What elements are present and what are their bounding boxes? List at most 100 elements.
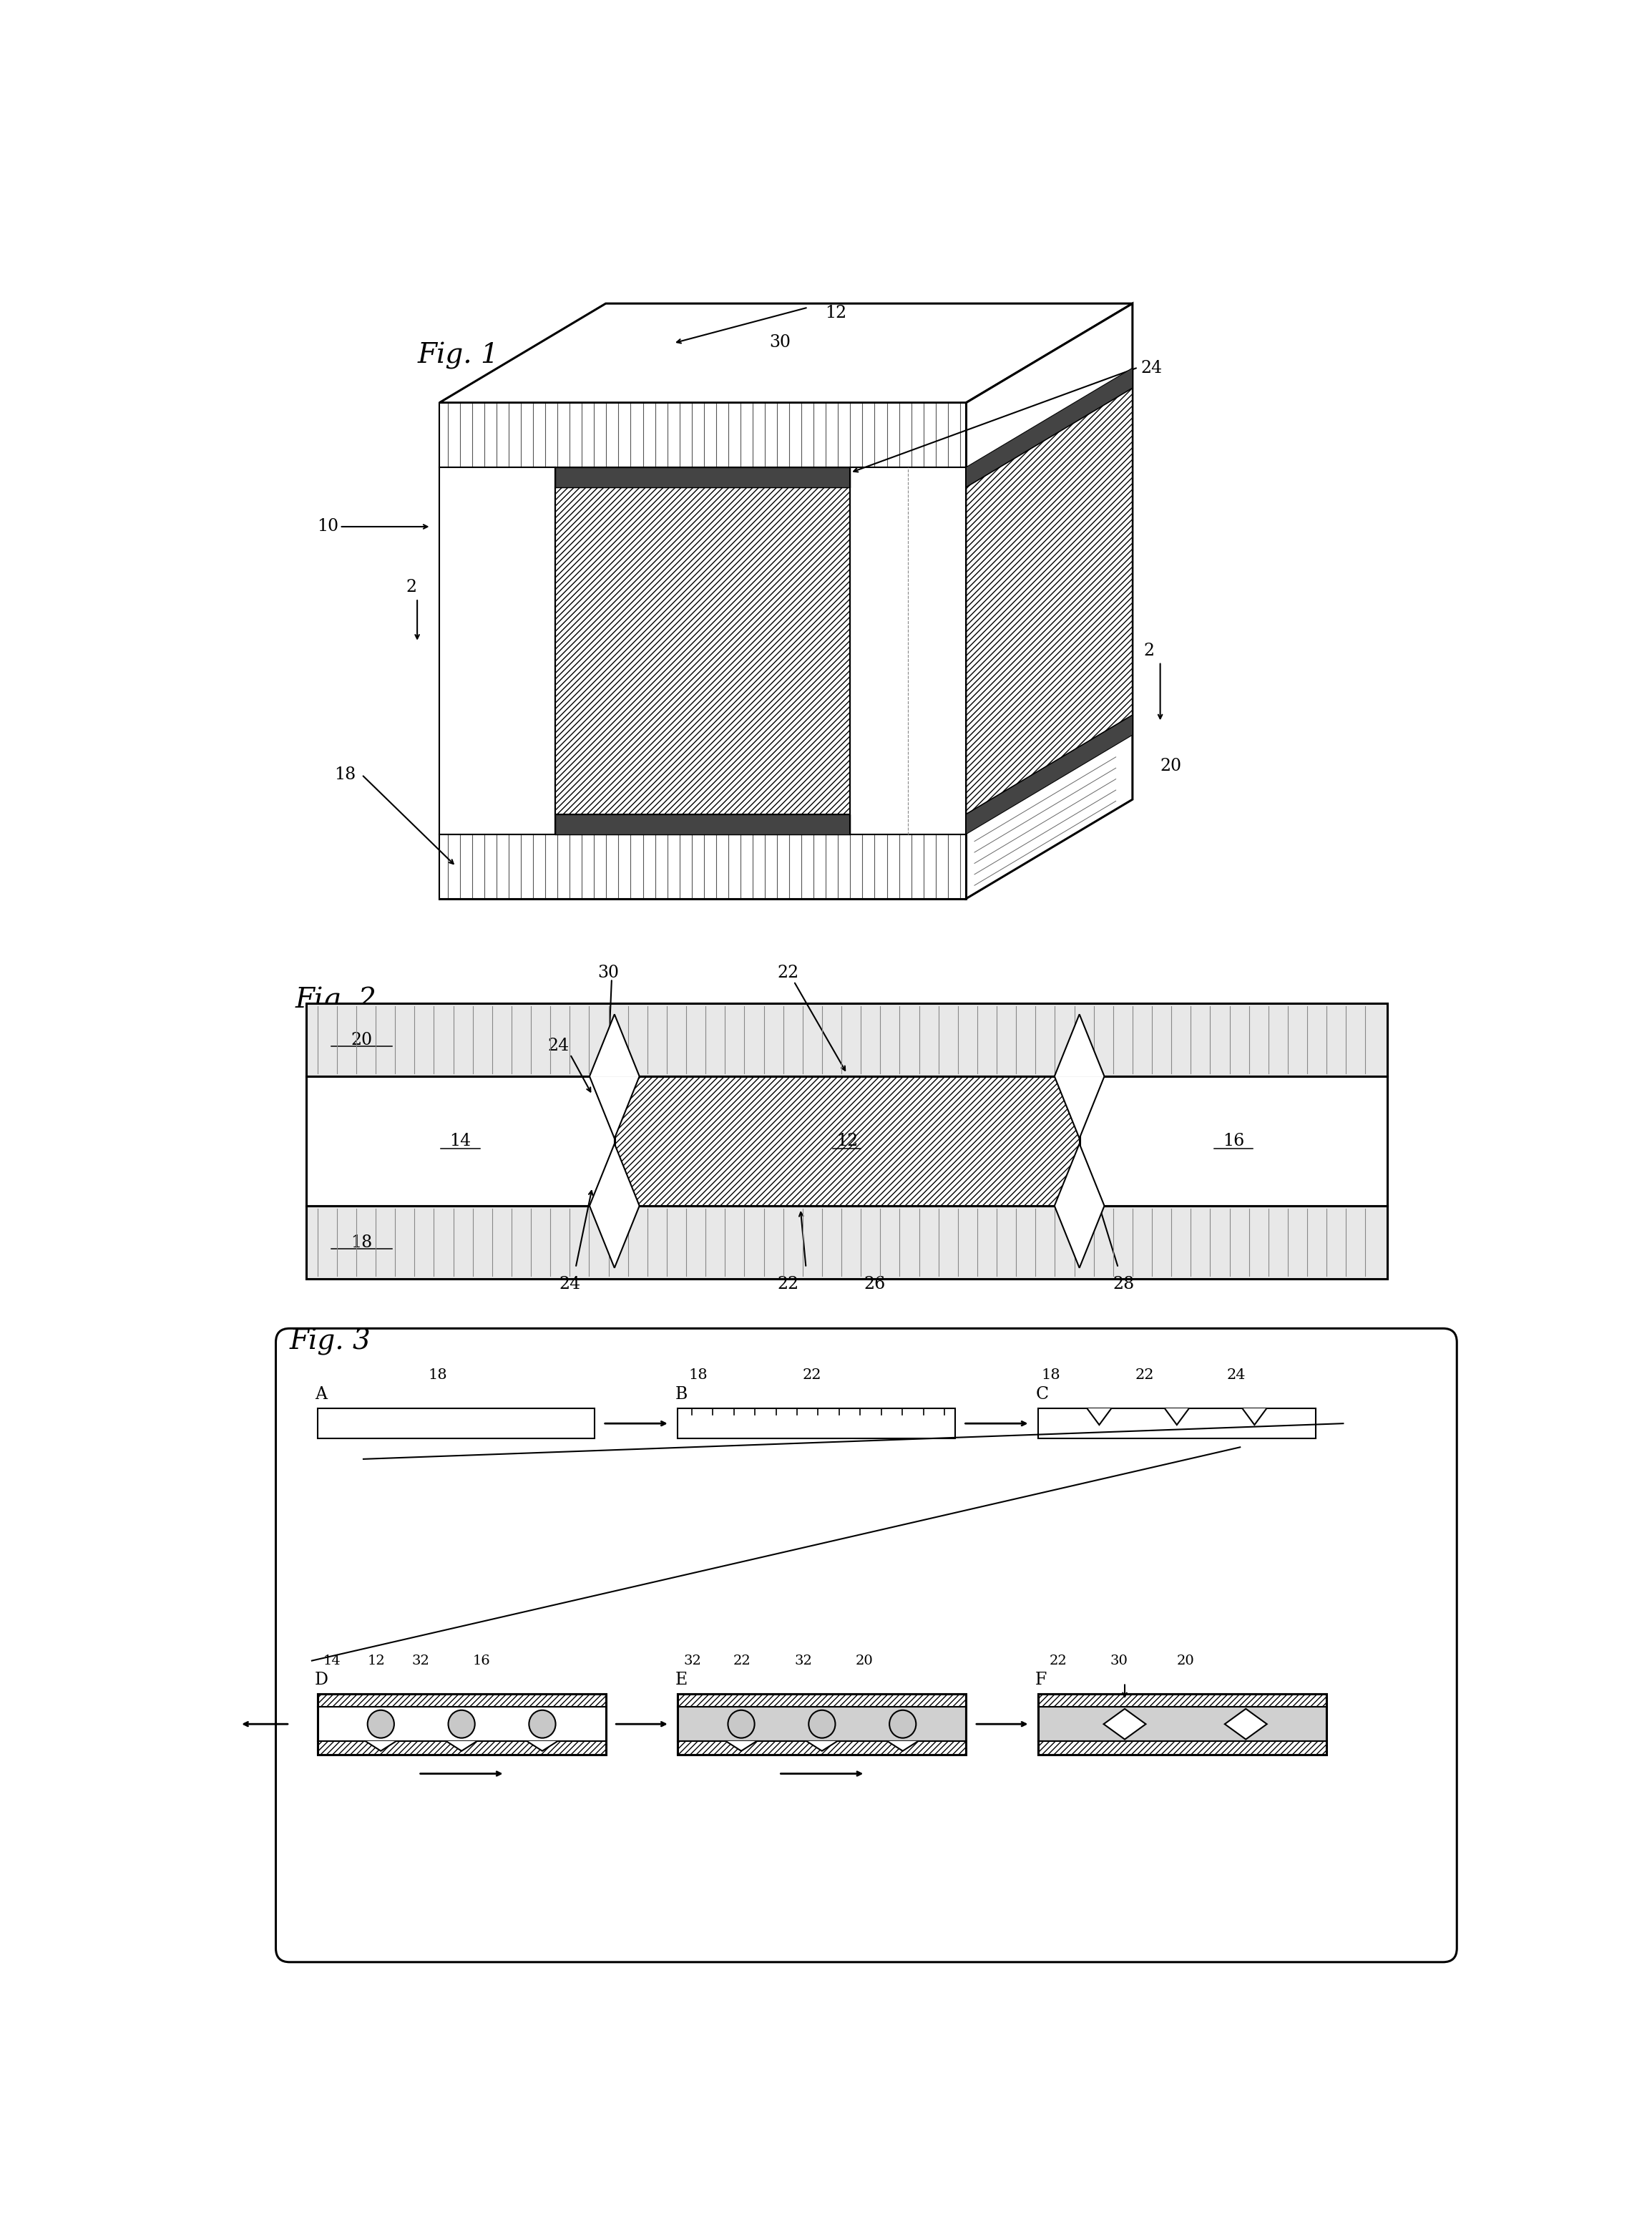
Text: 22: 22 <box>776 1277 800 1293</box>
Bar <box>677 1694 966 1754</box>
Polygon shape <box>439 304 1133 403</box>
Bar <box>317 1408 595 1439</box>
Text: 32: 32 <box>795 1654 813 1667</box>
Text: A: A <box>314 1386 327 1403</box>
Text: 18: 18 <box>335 767 357 783</box>
Text: 14: 14 <box>456 503 477 519</box>
Bar <box>317 1740 606 1754</box>
Bar <box>1037 1408 1315 1439</box>
Bar <box>851 468 966 834</box>
Polygon shape <box>590 1075 639 1137</box>
Polygon shape <box>1087 1408 1112 1426</box>
Text: 18: 18 <box>350 1235 373 1250</box>
Text: 10: 10 <box>317 519 339 534</box>
Bar <box>1037 1707 1327 1740</box>
Text: 18: 18 <box>1041 1368 1061 1381</box>
Text: 18: 18 <box>689 1368 709 1381</box>
Bar <box>1037 1740 1327 1754</box>
Text: 18: 18 <box>428 1368 448 1381</box>
Bar <box>677 1694 966 1707</box>
Text: 12: 12 <box>367 1654 385 1667</box>
Text: 28: 28 <box>1113 1277 1135 1293</box>
Bar <box>1037 1694 1327 1754</box>
Polygon shape <box>1054 1075 1104 1137</box>
Text: D: D <box>314 1672 329 1687</box>
Polygon shape <box>1054 1144 1104 1206</box>
Bar <box>306 1206 1388 1279</box>
Polygon shape <box>446 1740 477 1751</box>
Text: 26: 26 <box>864 1277 885 1293</box>
Text: 22: 22 <box>733 1654 752 1667</box>
Bar <box>555 468 851 488</box>
Text: 20: 20 <box>1160 758 1181 774</box>
Ellipse shape <box>529 1709 555 1738</box>
Text: E: E <box>676 1672 687 1687</box>
Text: Fig. 3: Fig. 3 <box>289 1328 372 1355</box>
Text: 12: 12 <box>824 304 846 321</box>
Bar <box>439 468 555 834</box>
Bar <box>677 1408 955 1439</box>
Text: 20: 20 <box>1176 1654 1194 1667</box>
Bar <box>317 1694 606 1707</box>
Text: 2: 2 <box>406 579 416 596</box>
Bar <box>1079 1075 1388 1206</box>
Text: 24: 24 <box>1227 1368 1246 1381</box>
Text: 30: 30 <box>598 964 620 982</box>
Text: 24: 24 <box>548 1038 570 1055</box>
Bar <box>677 1707 966 1740</box>
Bar <box>306 1004 1388 1279</box>
Text: 16: 16 <box>897 525 919 541</box>
Polygon shape <box>1224 1709 1267 1740</box>
Bar <box>306 1004 1388 1075</box>
Polygon shape <box>365 1740 396 1751</box>
Ellipse shape <box>448 1709 474 1738</box>
Polygon shape <box>590 1206 639 1268</box>
Text: 16: 16 <box>1222 1133 1244 1148</box>
Bar <box>555 814 851 834</box>
Text: 20: 20 <box>350 1031 373 1049</box>
Text: 20: 20 <box>856 1654 872 1667</box>
Polygon shape <box>725 1740 757 1751</box>
Text: C: C <box>1036 1386 1049 1403</box>
Polygon shape <box>966 304 1133 898</box>
Polygon shape <box>966 368 1133 488</box>
Ellipse shape <box>367 1709 395 1738</box>
Text: 14: 14 <box>322 1654 340 1667</box>
Text: 2: 2 <box>1143 643 1155 658</box>
Polygon shape <box>1104 1709 1146 1740</box>
Ellipse shape <box>809 1709 836 1738</box>
Bar <box>439 403 966 898</box>
Text: 12: 12 <box>836 1133 857 1148</box>
Ellipse shape <box>889 1709 915 1738</box>
Text: 14: 14 <box>449 1133 471 1148</box>
Bar <box>317 1707 606 1740</box>
Text: 22: 22 <box>803 1368 821 1381</box>
Text: 32: 32 <box>411 1654 430 1667</box>
FancyBboxPatch shape <box>276 1328 1457 1962</box>
Bar <box>439 403 966 468</box>
Text: 22: 22 <box>1135 1368 1155 1381</box>
Bar <box>1037 1694 1327 1707</box>
Text: 32: 32 <box>684 1654 700 1667</box>
Ellipse shape <box>729 1709 755 1738</box>
Polygon shape <box>806 1740 838 1751</box>
Bar <box>615 1075 1079 1206</box>
Text: 22: 22 <box>1049 1654 1067 1667</box>
Text: 30: 30 <box>1110 1654 1128 1667</box>
Text: 16: 16 <box>472 1654 491 1667</box>
Text: 24: 24 <box>558 1277 580 1293</box>
Polygon shape <box>590 1144 639 1206</box>
Polygon shape <box>966 716 1133 834</box>
Polygon shape <box>527 1740 558 1751</box>
Text: B: B <box>676 1386 687 1403</box>
Polygon shape <box>1242 1408 1267 1426</box>
Text: F: F <box>1036 1672 1047 1687</box>
Polygon shape <box>1054 1206 1104 1268</box>
Polygon shape <box>590 1013 639 1075</box>
Polygon shape <box>887 1740 919 1751</box>
Polygon shape <box>966 388 1133 814</box>
Text: 24: 24 <box>1142 359 1163 377</box>
Polygon shape <box>1054 1013 1104 1075</box>
Polygon shape <box>1165 1408 1189 1426</box>
Text: Fig. 2: Fig. 2 <box>296 987 377 1013</box>
